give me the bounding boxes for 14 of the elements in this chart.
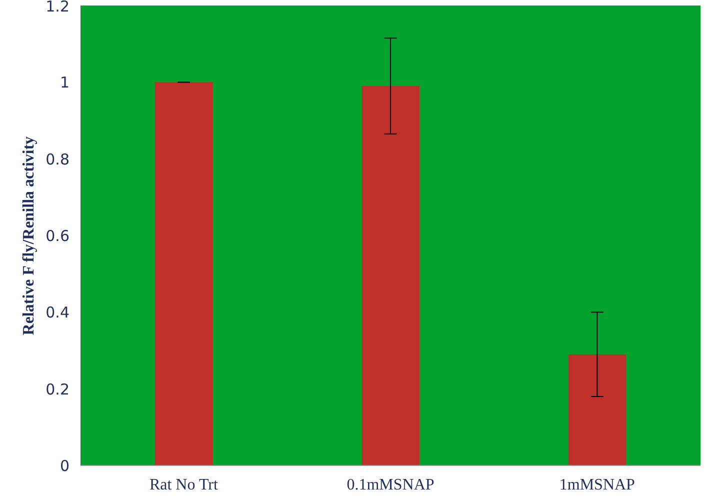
x-tick-label: 0.1mMSNAP bbox=[346, 476, 434, 494]
y-axis-title: Relative F fly/Renilla activity bbox=[20, 136, 38, 336]
y-tick-label: 1 bbox=[60, 74, 70, 92]
y-tick-label: 0.2 bbox=[46, 380, 70, 398]
bar bbox=[154, 82, 213, 466]
bar bbox=[362, 86, 420, 466]
y-tick-label: 0.6 bbox=[46, 227, 70, 245]
y-tick-label: 1.2 bbox=[46, 0, 70, 16]
x-tick-label: 1mMSNAP bbox=[559, 476, 636, 494]
x-tick-label: Rat No Trt bbox=[149, 476, 218, 494]
bar bbox=[568, 354, 626, 466]
y-tick-label: 0.4 bbox=[46, 304, 70, 322]
y-tick-label: 0 bbox=[60, 457, 70, 475]
y-tick-label: 0.8 bbox=[46, 150, 70, 168]
